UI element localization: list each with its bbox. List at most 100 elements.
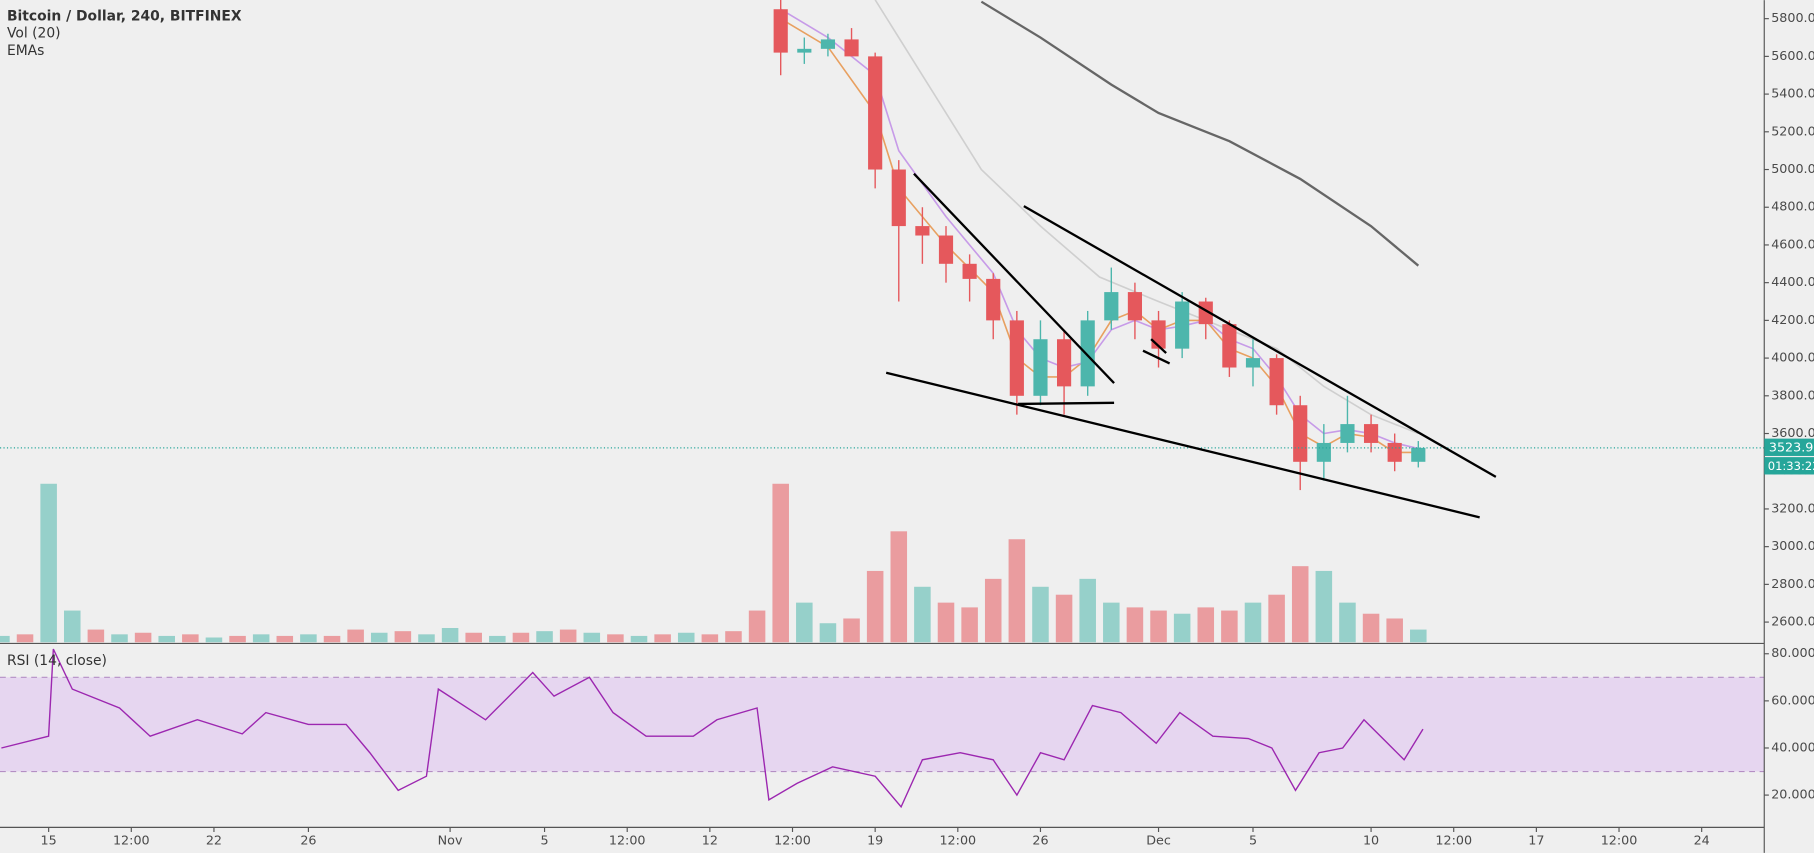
- volume-bar: [370, 632, 388, 643]
- y-tick-label: 3800.0: [1771, 387, 1814, 402]
- volume-bar: [772, 483, 789, 643]
- trend-line: [913, 172, 1115, 384]
- volume-bar: [512, 632, 530, 643]
- y-tick-label: 20.0000: [1771, 787, 1814, 802]
- volume-bar: [87, 629, 105, 643]
- volume-bar: [961, 607, 978, 643]
- candle-body: [1151, 320, 1166, 349]
- trend-line: [885, 371, 1480, 519]
- rsi-line: [1, 648, 1424, 809]
- volume-bar: [205, 637, 223, 643]
- trend-line: [1018, 401, 1115, 406]
- y-tick-label: 5400.0: [1771, 86, 1814, 101]
- ema-line: [874, 0, 1419, 435]
- volume-bar: [937, 602, 955, 643]
- y-tick-label: 4600.0: [1771, 236, 1814, 251]
- volume-bar: [1386, 618, 1403, 643]
- volume-bar: [1244, 602, 1262, 643]
- volume-bar: [323, 635, 341, 643]
- x-tick-label: 26: [1032, 833, 1048, 848]
- volume-bar: [1055, 594, 1073, 643]
- y-tick-label: 60.0000: [1771, 692, 1814, 707]
- chart-title: Bitcoin / Dollar, 240, BITFINEX: [7, 8, 242, 24]
- volume-bar: [630, 635, 648, 643]
- x-tick-label: 12:00: [939, 833, 976, 848]
- candle-body: [797, 48, 812, 53]
- y-tick-label: 2600.0: [1771, 614, 1814, 629]
- volume-bar: [1032, 586, 1049, 643]
- y-tick-label: 2800.0: [1771, 576, 1814, 591]
- candle-body: [938, 235, 954, 264]
- ema-line: [980, 0, 1420, 267]
- y-tick-label: 5600.0: [1771, 48, 1814, 63]
- trend-line: [1142, 349, 1171, 365]
- countdown-tag: [1764, 457, 1814, 475]
- indicator-label: EMAs: [7, 43, 44, 59]
- indicator-label: Vol (20): [7, 26, 61, 42]
- volume-bar: [111, 634, 128, 643]
- countdown-label: 01:33:22: [1768, 459, 1814, 473]
- volume-bar: [300, 634, 317, 643]
- price-tag-label: 3523.9: [1769, 439, 1814, 454]
- volume-bar: [441, 627, 459, 643]
- volume-bar: [394, 631, 412, 643]
- candle-body: [820, 39, 836, 49]
- x-tick-label: 12:00: [1435, 833, 1472, 848]
- volume-bar: [134, 632, 152, 643]
- volume-bar: [465, 632, 482, 643]
- x-tick-label: 26: [300, 833, 316, 848]
- x-tick-label: 5: [541, 833, 549, 848]
- candle-body: [1080, 320, 1095, 387]
- candle-body: [1293, 405, 1308, 462]
- volume-bar: [914, 586, 931, 643]
- volume-bar: [40, 483, 57, 643]
- volume-bar: [984, 578, 1002, 643]
- candle-body: [1104, 292, 1119, 321]
- volume-bar: [1410, 629, 1427, 643]
- candle-body: [1340, 424, 1355, 443]
- volume-bar: [536, 631, 553, 643]
- volume-bar: [63, 610, 81, 643]
- y-tick-label: 3200.0: [1771, 500, 1814, 515]
- volume-bar: [252, 634, 270, 643]
- x-tick-label: 19: [867, 833, 883, 848]
- x-tick-label: 12:00: [113, 833, 150, 848]
- candle-body: [868, 56, 883, 170]
- x-tick-label: Dec: [1146, 833, 1171, 848]
- trend-line: [1023, 205, 1497, 478]
- volume-bar: [725, 631, 742, 643]
- candle-body: [1269, 358, 1284, 406]
- candle-body: [1222, 324, 1237, 368]
- rsi-band: [0, 677, 1765, 772]
- candle-body: [1363, 424, 1379, 443]
- candle-body: [1316, 442, 1331, 462]
- volume-bar: [866, 570, 884, 643]
- volume-bar: [583, 632, 601, 643]
- candle-body: [915, 226, 930, 236]
- candle-body: [844, 39, 859, 57]
- candle-body: [1387, 442, 1402, 462]
- volume-bar: [1079, 578, 1096, 643]
- volume-bar: [1315, 570, 1333, 643]
- volume-bar: [843, 618, 860, 643]
- candle-body: [986, 278, 1001, 321]
- trend-lines: [885, 172, 1497, 519]
- indicator-label: RSI (14, close): [7, 653, 107, 669]
- y-tick-label: 5200.0: [1771, 123, 1814, 138]
- volume-bar: [1150, 610, 1167, 643]
- volume-bar: [347, 629, 364, 643]
- x-tick-label: 22: [206, 833, 222, 848]
- volume-bar: [158, 635, 175, 643]
- volume-bar: [607, 634, 624, 643]
- x-tick-label: 12:00: [1601, 833, 1638, 848]
- x-tick-label: 12:00: [774, 833, 811, 848]
- candle-body: [1127, 292, 1143, 321]
- volume-bar: [229, 635, 246, 643]
- candle-body: [773, 9, 788, 53]
- y-tick-label: 5800.0: [1771, 10, 1814, 25]
- volume-bar: [677, 632, 695, 643]
- y-tick-label: 4800.0: [1771, 199, 1814, 214]
- price-tag: [1764, 438, 1814, 456]
